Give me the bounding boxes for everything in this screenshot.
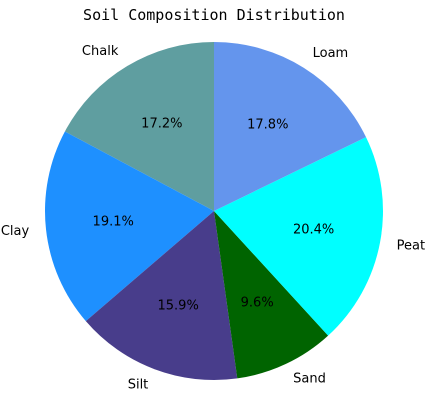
pct-label-clay: 19.1% (93, 215, 134, 230)
slice-label-loam: Loam (313, 46, 349, 61)
slice-label-peat: Peat (397, 238, 425, 253)
pie-slice-sand (214, 211, 329, 379)
pie-slice-peat (214, 137, 383, 336)
pie-slice-clay (44, 131, 214, 322)
pct-label-silt: 15.9% (158, 298, 199, 313)
pie-slice-silt (85, 211, 238, 381)
pie-slices (44, 41, 383, 381)
pct-label-sand: 9.6% (241, 295, 274, 310)
slice-label-silt: Silt (128, 377, 149, 392)
slice-label-sand: Sand (293, 372, 326, 387)
slice-label-chalk: Chalk (82, 44, 119, 59)
pie-labels: Chalk 17.2% Clay 19.1% Silt 15.9% Sand 9.6% Peat… (1, 44, 425, 392)
chart-title: Soil Composition Distribution (83, 6, 345, 24)
pie-slice-chalk (64, 42, 214, 211)
pct-label-loam: 17.8% (247, 118, 288, 133)
pct-label-chalk: 17.2% (141, 117, 182, 132)
pct-label-peat: 20.4% (293, 223, 334, 238)
pie-slice-loam (214, 41, 366, 211)
slice-label-clay: Clay (1, 224, 30, 239)
